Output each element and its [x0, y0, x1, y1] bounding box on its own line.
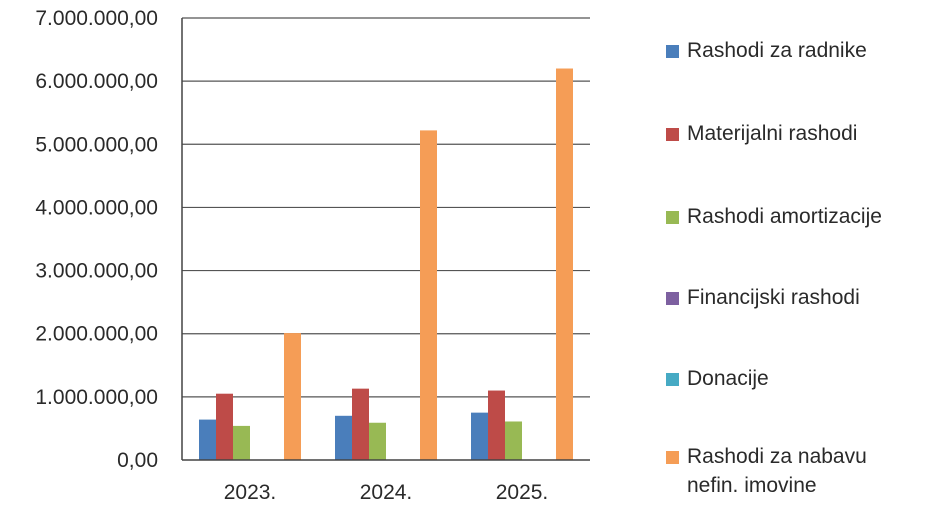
bar-1-2024 — [335, 415, 352, 460]
bar-6-2024 — [420, 130, 437, 460]
bar-3-2025 — [505, 421, 522, 460]
bar-3-2024 — [369, 422, 386, 460]
legend-label: Donacije — [687, 367, 769, 390]
legend-label: Financijski rashodi — [687, 286, 860, 309]
legend-label: Rashodi amortizacije — [687, 205, 882, 228]
x-tick-label: 2023. — [224, 481, 277, 504]
y-tick-label: 0,00 — [117, 449, 158, 472]
legend-swatch — [666, 373, 679, 386]
y-tick-label: 2.000.000,00 — [35, 323, 158, 346]
bars — [199, 68, 573, 460]
legend-swatch — [666, 128, 679, 141]
legend-item: Rashodi za radnike — [666, 36, 867, 65]
y-tick-label: 3.000.000,00 — [35, 260, 158, 283]
legend-label: Materijalni rashodi — [687, 122, 858, 145]
legend-item: Donacije — [666, 364, 769, 393]
grid-lines — [182, 17, 590, 398]
y-axis-ticks: 0,00 1.000.000,00 2.000.000,00 3.000.000,00… — [35, 7, 158, 472]
legend-item: Materijalni rashodi — [666, 119, 857, 148]
x-tick-label: 2024. — [360, 481, 413, 504]
legend-swatch — [666, 45, 679, 58]
bar-2-2024 — [352, 388, 369, 460]
y-tick-label: 5.000.000,00 — [35, 133, 158, 156]
legend-swatch — [666, 292, 679, 305]
legend-label: Rashodi za nabavu nefin. imovine — [687, 445, 867, 497]
bar-1-2025 — [471, 412, 488, 460]
x-axis-labels: 2023. 2024. 2025. — [224, 481, 549, 504]
bar-chart: 0,00 1.000.000,00 2.000.000,00 3.000.000,00… — [35, 7, 590, 504]
x-tick-label: 2025. — [496, 481, 549, 504]
legend-item: Financijski rashodi — [666, 283, 860, 312]
legend-item: Rashodi amortizacije — [666, 202, 882, 231]
bar-6-2025 — [556, 68, 573, 460]
bar-6-2023 — [284, 333, 301, 460]
y-tick-label: 7.000.000,00 — [35, 7, 158, 30]
y-tick-label: 6.000.000,00 — [35, 70, 158, 93]
bar-2-2023 — [216, 393, 233, 460]
y-tick-label: 1.000.000,00 — [35, 386, 158, 409]
legend-swatch — [666, 211, 679, 224]
legend-label: Rashodi za radnike — [687, 39, 867, 62]
bar-2-2025 — [488, 390, 505, 460]
legend-swatch — [666, 451, 679, 464]
legend-item: Rashodi za nabavu nefin. imovine — [666, 442, 867, 500]
bar-1-2023 — [199, 419, 216, 460]
bar-3-2023 — [233, 425, 250, 460]
y-tick-label: 4.000.000,00 — [35, 196, 158, 219]
